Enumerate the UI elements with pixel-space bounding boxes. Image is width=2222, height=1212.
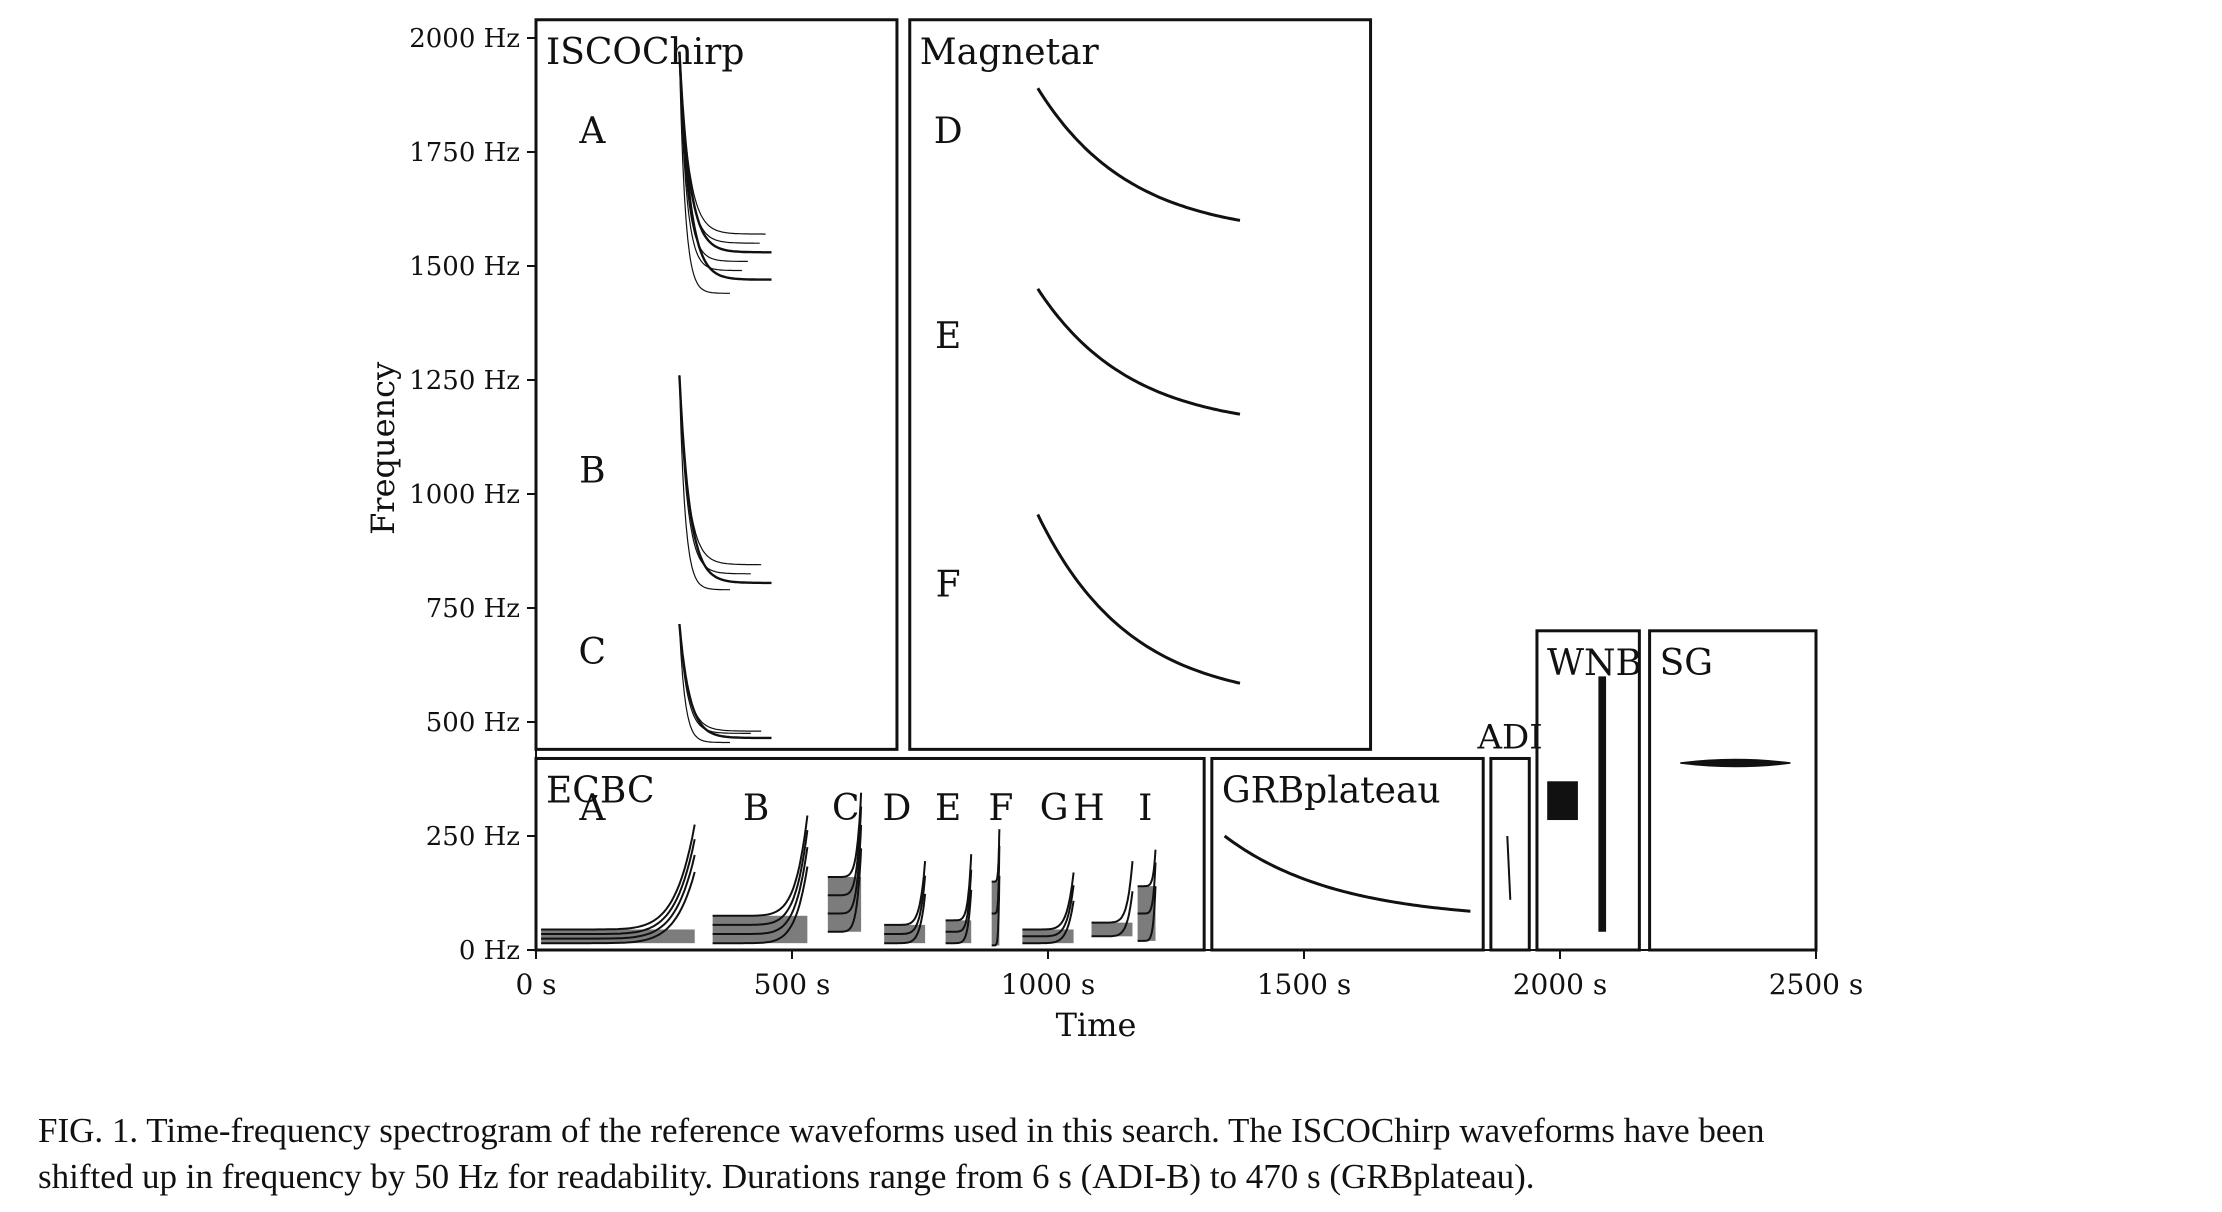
- y-tick-label-8: 2000 Hz: [409, 24, 520, 54]
- waveform-magnetar-d-track: [1036, 87, 1241, 222]
- waveform-ecbc-c-track-3: [827, 792, 863, 878]
- figure-caption: FIG. 1. Time-frequency spectrogram of th…: [38, 1108, 2188, 1200]
- label-ecbc-d: D: [883, 788, 912, 829]
- label-magnetar-d: D: [934, 111, 963, 152]
- label-ecbc-e: E: [935, 788, 961, 829]
- waveform-iscochirp-c-track-1: [678, 623, 772, 740]
- y-axis-label: Frequency: [364, 362, 402, 535]
- y-tick-label-2: 500 Hz: [426, 708, 520, 738]
- label-ecbc-i: I: [1138, 788, 1152, 829]
- waveform-ecbc-h-track-1: [1091, 861, 1134, 924]
- label-magnetar-e: E: [935, 316, 961, 357]
- label-iscochirp-a: A: [578, 111, 606, 152]
- waveform-magnetar-e-track: [1036, 287, 1241, 416]
- panel-title-magnetar: Magnetar: [920, 32, 1100, 73]
- label-ecbc-a: A: [578, 788, 606, 829]
- waveform-ecbc-f-band: [991, 881, 1000, 946]
- waveform-iscochirp-b-track-2: [678, 375, 751, 575]
- label-ecbc-f: F: [988, 788, 1013, 829]
- waveform-iscochirp-b-track-1: [678, 375, 772, 585]
- panel-title-iscochirp: ISCOChirp: [546, 32, 744, 73]
- waveform-adi-16-track: [1506, 835, 1512, 900]
- x-tick-label-0: 0 s: [515, 968, 556, 1001]
- caption-line-1: FIG. 1. Time-frequency spectrogram of th…: [38, 1111, 1765, 1150]
- waveform-iscochirp-c-track-2: [678, 623, 751, 734]
- label-magnetar-f: F: [936, 565, 961, 606]
- waveform-ecbc-a-track-2: [541, 838, 696, 935]
- panel-title-adi: ADI: [1476, 717, 1542, 757]
- x-tick-label-5: 2500 s: [1769, 968, 1864, 1001]
- x-tick-label-3: 1500 s: [1257, 968, 1352, 1001]
- y-tick-label-7: 1750 Hz: [409, 138, 520, 168]
- y-tick-label-4: 1000 Hz: [409, 480, 520, 510]
- y-tick-label-6: 1500 Hz: [409, 252, 520, 282]
- waveform-wnb-17-block: [1547, 781, 1578, 821]
- panel-title-ecbc: ECBC: [546, 770, 655, 811]
- panel-title-wnb: WNB: [1547, 643, 1642, 684]
- waveform-iscochirp-a-track-6: [678, 51, 766, 235]
- waveform-iscochirp-a-track-2: [678, 51, 742, 272]
- label-iscochirp-c: C: [579, 632, 607, 673]
- waveform-iscochirp-a-track-3: [678, 51, 748, 262]
- waveform-iscochirp-c-track-0: [678, 623, 730, 744]
- waveform-ecbc-b-band: [712, 915, 808, 944]
- label-ecbc-h: H: [1073, 788, 1104, 829]
- panel-adi: [1489, 756, 1531, 952]
- waveform-ecbc-d-band: [884, 924, 926, 944]
- panel-title-grbplateau: GRBplateau: [1222, 770, 1441, 811]
- waveform-ecbc-g-band: [1022, 929, 1074, 944]
- y-tick-label-0: 0 Hz: [459, 936, 520, 966]
- waveform-magnetar-f-track: [1036, 513, 1241, 685]
- waveform-iscochirp-a-track-5: [678, 51, 760, 244]
- y-tick-label-5: 1250 Hz: [409, 366, 520, 396]
- waveform-iscochirp-b-track-3: [678, 375, 762, 566]
- waveform-ecbc-d-track-2: [884, 861, 927, 926]
- label-ecbc-c: C: [832, 788, 860, 829]
- waveform-ecbc-h-band: [1091, 922, 1133, 937]
- axes-layer: 0 s 500 s 1000 s 1500 s 2000 s 2500 s 0 Hz 250 …: [364, 24, 1863, 1044]
- panel-title-sg: SG: [1660, 643, 1713, 684]
- y-tick-label-1: 250 Hz: [426, 822, 520, 852]
- waveform-iscochirp-a-track-0: [678, 51, 730, 294]
- waveform-ecbc-f-track-2: [991, 829, 1001, 883]
- caption-line-2: shifted up in frequency by 50 Hz for rea…: [38, 1157, 1535, 1196]
- waveform-ecbc-i-band: [1137, 886, 1156, 941]
- x-tick-label-1: 500 s: [754, 968, 831, 1001]
- waveform-ecbc-c-band: [827, 877, 862, 932]
- waveform-ecbc-a-track-1: [541, 854, 696, 940]
- waveform-iscochirp-b-track-0: [678, 375, 730, 591]
- waveform-iscochirp-a-track-1: [678, 51, 772, 281]
- waveform-sg-19-blob: [1680, 758, 1791, 768]
- waveform-wnb-18-block: [1598, 676, 1607, 932]
- waveform-ecbc-e-band: [945, 920, 972, 944]
- waveform-ecbc-i-track-2: [1137, 849, 1157, 888]
- label-iscochirp-b: B: [579, 451, 605, 492]
- waveform-ecbc-a-band: [541, 929, 695, 944]
- label-ecbc-g: G: [1040, 788, 1069, 829]
- waveform-ecbc-a-track-3: [541, 824, 696, 931]
- x-tick-label-2: 1000 s: [1001, 968, 1096, 1001]
- y-tick-label-3: 750 Hz: [426, 594, 520, 624]
- waveform-iscochirp-c-track-3: [678, 623, 762, 732]
- x-tick-label-4: 2000 s: [1513, 968, 1608, 1001]
- panel-magnetar: [908, 18, 1373, 751]
- waveform-grbplateau-15-track: [1223, 834, 1471, 913]
- x-axis-label: Time: [1056, 1006, 1137, 1044]
- label-ecbc-b: B: [743, 788, 769, 829]
